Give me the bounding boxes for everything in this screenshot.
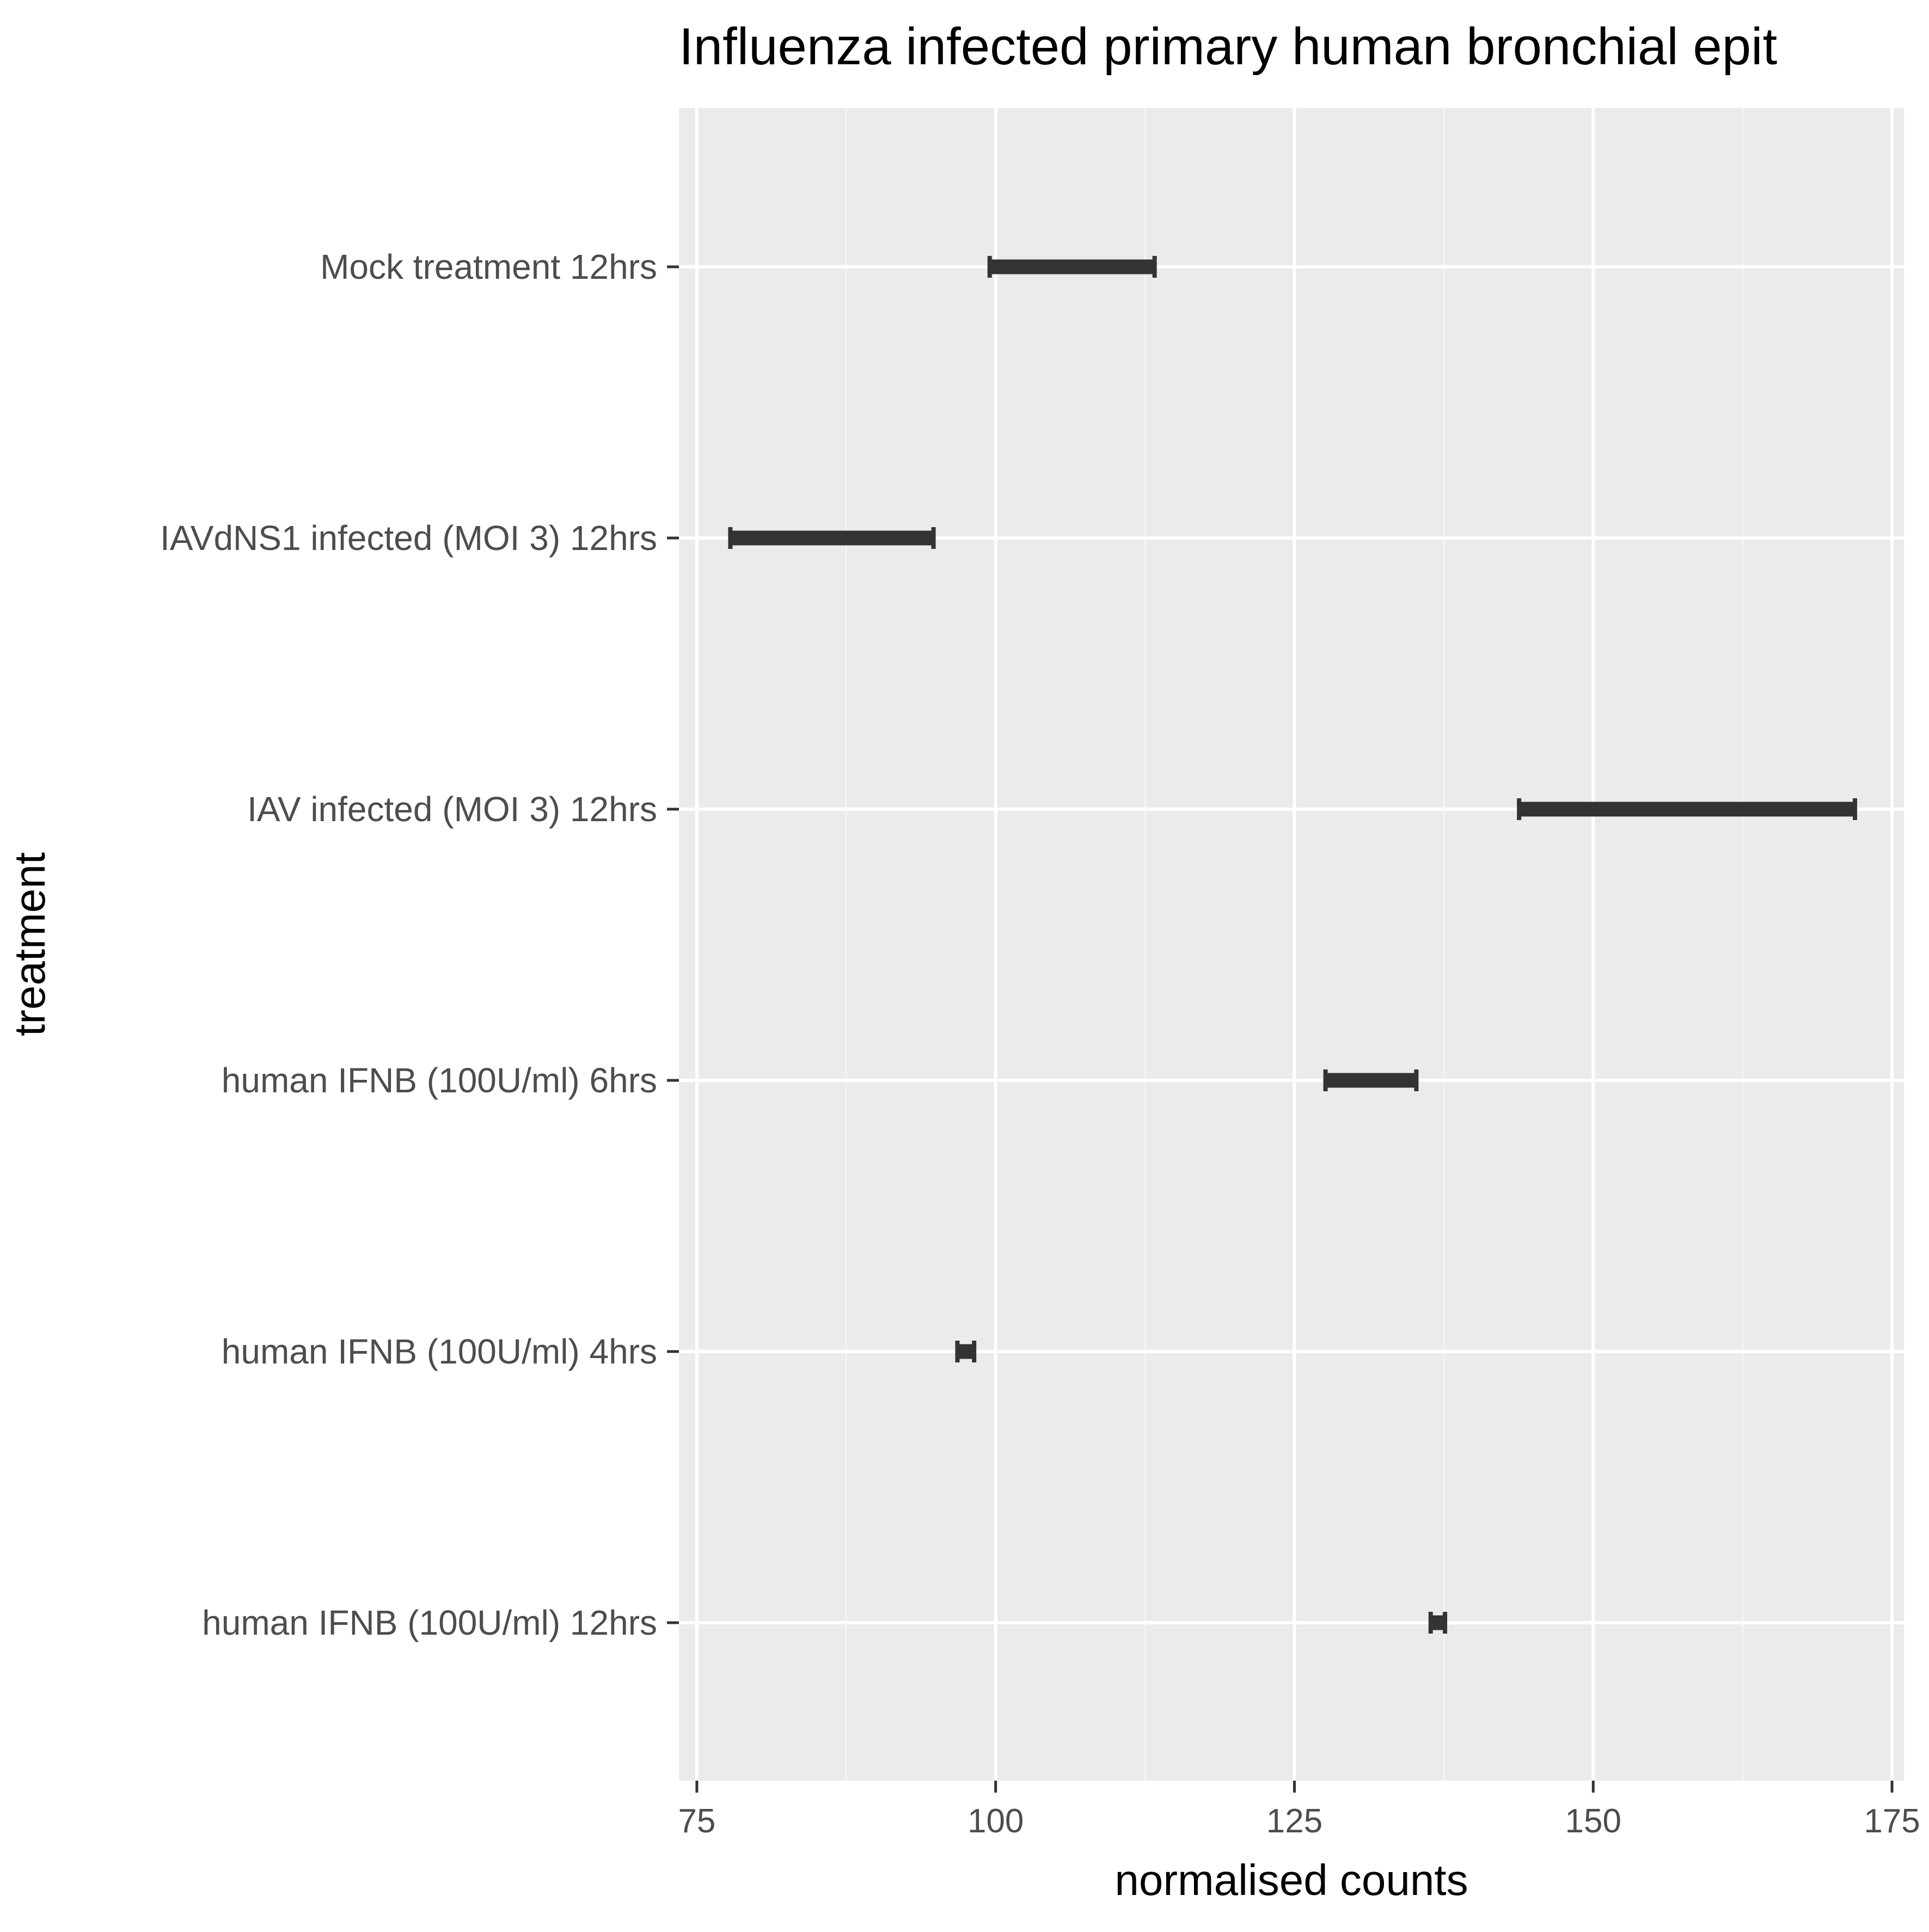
y-axis: Mock treatment 12hrs IAVdNS1 infected (MO… xyxy=(160,247,679,1642)
x-tick-label: 125 xyxy=(1266,1802,1322,1840)
x-tick-label: 175 xyxy=(1864,1802,1920,1840)
x-tick-label: 75 xyxy=(678,1802,715,1840)
bars-layer xyxy=(728,256,1857,1634)
x-tick-label: 100 xyxy=(967,1802,1024,1840)
chart-title: Influenza infected primary human bronchi… xyxy=(679,17,1777,76)
y-axis-title: treatment xyxy=(5,852,54,1036)
y-tick-label: IAVdNS1 infected (MOI 3) 12hrs xyxy=(160,518,657,558)
y-tick-label: human IFNB (100U/ml) 6hrs xyxy=(222,1061,657,1100)
plot-panel xyxy=(679,108,1904,1781)
x-tick-label: 150 xyxy=(1565,1802,1621,1840)
y-tick-label: IAV infected (MOI 3) 12hrs xyxy=(247,790,657,829)
y-tick-label: human IFNB (100U/ml) 12hrs xyxy=(202,1603,657,1642)
y-tick-label: Mock treatment 12hrs xyxy=(320,247,657,286)
x-axis: 75 100 125 150 175 xyxy=(678,1781,1920,1840)
y-tick-label: human IFNB (100U/ml) 4hrs xyxy=(222,1332,657,1371)
x-axis-title: normalised counts xyxy=(1114,1856,1468,1904)
